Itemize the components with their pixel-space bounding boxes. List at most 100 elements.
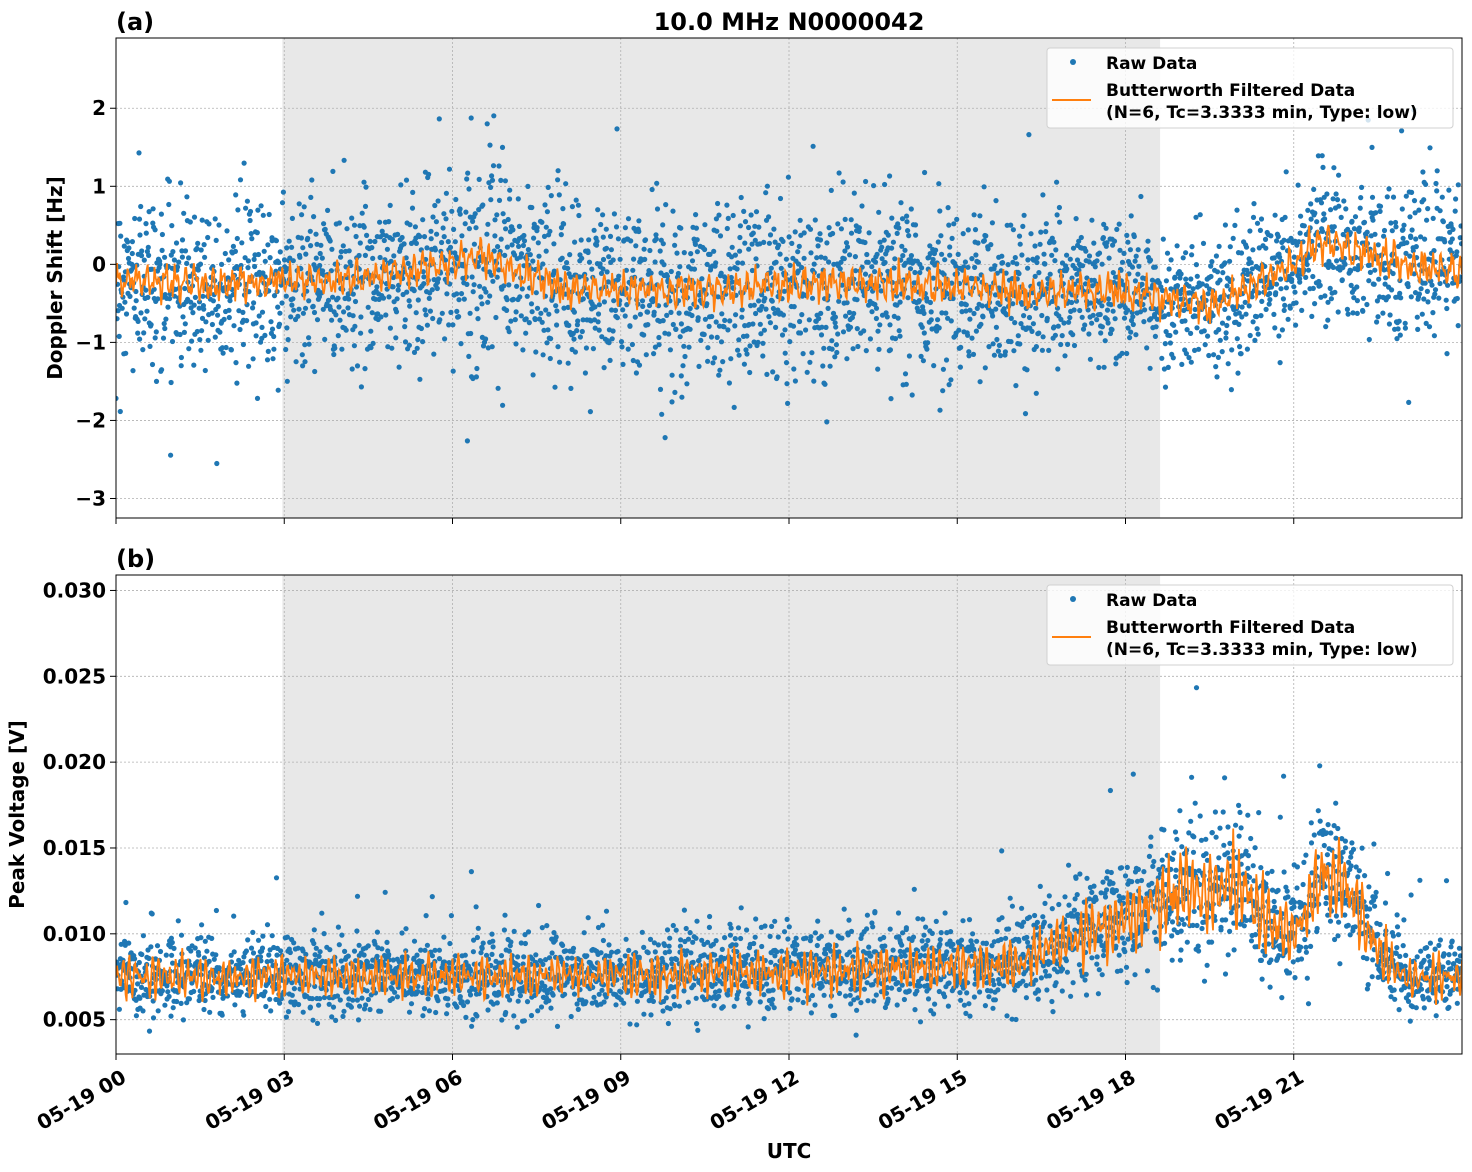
raw-data-point [985,246,991,252]
raw-data-point [116,395,119,401]
raw-data-point [731,404,737,410]
raw-data-point [653,232,659,238]
raw-data-point [461,296,467,302]
raw-data-point [1119,259,1126,265]
raw-data-point [1013,383,1019,389]
raw-data-point [1325,299,1331,305]
raw-data-point [1305,207,1311,213]
raw-data-point [1003,270,1009,276]
raw-data-point [797,330,804,336]
raw-data-point [451,226,457,232]
raw-data-point [279,300,285,306]
raw-data-point [419,958,425,965]
raw-data-point [734,266,740,272]
raw-data-point [1383,275,1389,281]
raw-data-point [412,224,418,230]
raw-data-point [479,945,485,952]
raw-data-point [155,1008,161,1014]
raw-data-point [576,274,583,280]
raw-data-point [887,347,894,353]
raw-data-point [362,252,368,258]
raw-data-point [168,935,174,941]
raw-data-point [728,274,734,281]
raw-data-point [245,258,251,264]
raw-data-point [1145,238,1151,244]
raw-data-point [153,329,159,335]
raw-data-point [639,298,646,304]
raw-data-point [365,943,371,949]
raw-data-point [603,226,609,232]
raw-data-point [818,332,825,338]
raw-data-point [357,1003,363,1009]
raw-data-point [645,950,651,956]
raw-data-point [1228,387,1234,393]
raw-data-point [143,221,149,227]
raw-data-point [260,270,266,276]
raw-data-point [1045,276,1051,282]
raw-data-point [814,255,820,261]
raw-data-point [677,334,683,340]
raw-data-point [727,932,734,938]
raw-data-point [836,170,842,176]
raw-data-point [699,276,705,282]
raw-data-point [881,237,887,243]
raw-data-point [562,991,568,997]
raw-data-point [862,271,869,277]
raw-data-point [1113,361,1119,367]
raw-data-point [994,270,1000,276]
raw-data-point [386,951,392,958]
raw-data-point [1206,352,1212,359]
raw-data-point [123,899,129,906]
raw-data-point [1096,364,1102,371]
raw-data-point [442,987,448,993]
raw-data-point [170,249,176,255]
raw-data-point [1129,264,1136,270]
raw-data-point [784,381,790,387]
raw-data-point [1382,260,1388,266]
raw-data-point [949,235,955,241]
raw-data-point [495,244,501,250]
raw-data-point [601,299,608,305]
raw-data-point [947,244,953,250]
raw-data-point [349,366,355,372]
raw-data-point [223,344,229,351]
raw-data-point [454,291,460,297]
raw-data-point [329,1014,335,1020]
raw-data-point [583,999,589,1005]
raw-data-point [1108,302,1114,308]
raw-data-point [847,324,854,330]
raw-data-point [155,296,161,302]
raw-data-point [502,912,508,918]
raw-data-point [467,992,474,998]
raw-data-point [643,352,649,358]
raw-data-point [888,396,894,402]
raw-data-point [1367,262,1373,268]
raw-data-point [1039,347,1045,353]
raw-data-point [1239,314,1245,320]
raw-data-point [1348,268,1354,274]
raw-data-point [362,366,368,372]
raw-data-point [690,959,696,965]
raw-data-point [761,327,768,333]
raw-data-point [431,351,437,357]
raw-data-point [827,363,833,369]
raw-data-point [364,232,370,238]
raw-data-point [1263,245,1269,251]
raw-data-point [969,256,975,262]
raw-data-point [489,344,495,350]
raw-data-point [518,251,525,257]
raw-data-point [772,239,778,245]
raw-data-point [415,989,421,995]
raw-data-point [367,238,373,244]
raw-data-point [1432,287,1439,293]
raw-data-point [480,202,486,208]
raw-data-point [137,232,143,238]
raw-data-point [429,953,435,959]
raw-data-point [782,350,788,356]
raw-data-point [150,1015,157,1021]
raw-data-point [1069,299,1075,306]
raw-data-point [762,923,768,929]
raw-data-point [1431,248,1437,254]
raw-data-point [1227,258,1233,264]
raw-data-point [670,922,676,929]
